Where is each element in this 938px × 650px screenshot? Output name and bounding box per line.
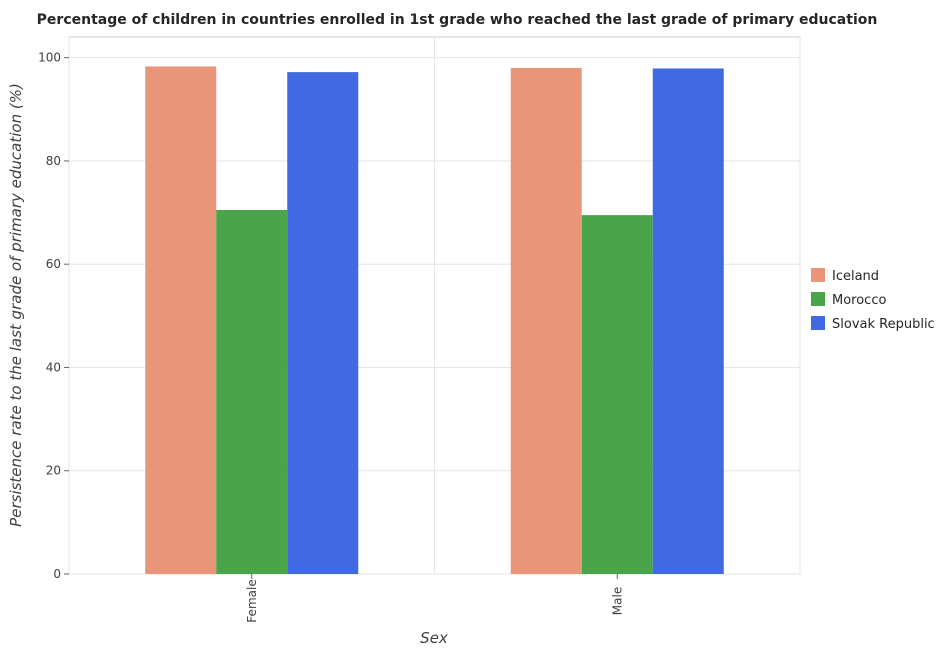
legend-label: Slovak Republic [832,317,935,332]
chart-title: Percentage of children in countries enro… [37,12,878,28]
bar-morocco-male [581,215,653,575]
bars [145,66,724,575]
bar-slovak-republic-male [652,68,724,574]
x-axis: Female Male [245,574,624,623]
y-axis: 0 20 40 60 80 100 [38,51,69,581]
x-axis-title: Sex [420,629,448,647]
y-tick-label: 0 [53,567,61,581]
y-tick-label: 40 [46,360,61,374]
y-tick-label: 80 [46,154,61,168]
bar-iceland-male [510,67,582,574]
plot-area: 0 20 40 60 80 100 Female Male [38,36,801,623]
legend: Iceland Morocco Slovak Republic [811,268,935,332]
bar-iceland-female [145,66,217,574]
legend-swatch [811,268,825,282]
y-tick-label: 100 [38,51,61,65]
x-tick-label: Male [610,587,624,615]
legend-swatch [811,292,825,306]
y-tick-label: 20 [46,464,61,478]
y-axis-title: Persistence rate to the last grade of pr… [7,83,25,527]
bar-slovak-republic-female [287,72,359,574]
y-tick-label: 60 [46,257,61,271]
legend-label: Iceland [832,269,879,284]
bar-morocco-female [216,209,288,575]
legend-swatch [811,316,825,330]
x-tick-label: Female [245,579,259,622]
legend-label: Morocco [832,293,886,308]
